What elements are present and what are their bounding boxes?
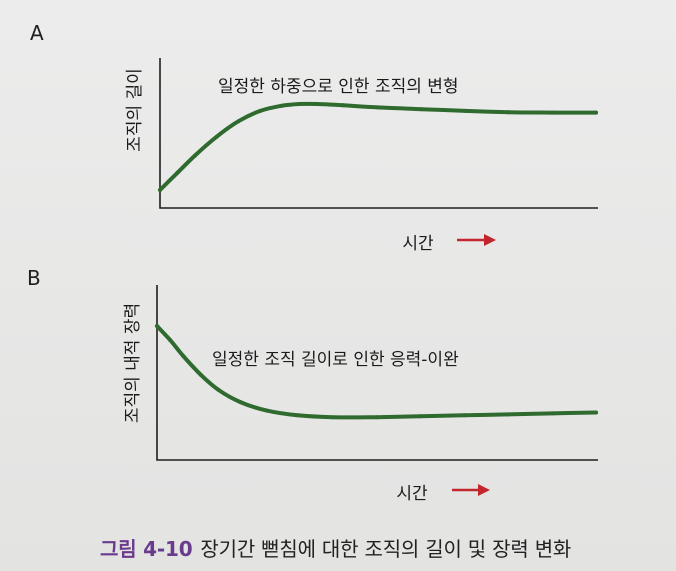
data-point-b-0 [155,324,159,328]
right-arrow-icon [452,484,490,496]
caption-text: 장기간 뻗침에 대한 조직의 길이 및 장력 변화 [200,537,572,561]
data-point-a-1 [175,170,180,175]
data-point-a-14 [550,110,555,115]
panel-a-axes [159,58,598,209]
data-point-b-13 [550,411,555,416]
data-point-b-6 [264,408,269,413]
caption-number: 그림 4-10 [100,537,193,561]
panel-b-label: B [27,266,41,290]
panel-a-data-points [158,102,598,192]
data-point-a-3 [214,134,219,139]
panel-a-annotation: 일정한 하중으로 인한 조직의 변형 [218,77,459,97]
data-point-a-4 [236,119,241,124]
data-point-a-7 [297,102,302,106]
data-point-b-12 [506,412,511,417]
panel-a-x-axis-label: 시간 [402,234,434,254]
panel-b: B 조직의 내적 장력 일정한 조직 길이로 인한 응력-이완 시간 [27,266,598,504]
data-point-a-15 [594,110,598,115]
panel-b-arrow-head [478,484,490,496]
panel-b-series-line [155,324,598,420]
data-point-a-13 [506,110,511,115]
panel-b-data-points [155,324,598,420]
data-point-b-4 [216,387,221,392]
data-point-a-2 [192,153,197,158]
data-point-b-14 [594,410,598,415]
panel-a-y-axis-label: 조직의 길이 [125,68,145,152]
data-point-b-9 [374,415,379,420]
panel-a-series-line [158,101,598,192]
panel-a-label: A [30,21,44,45]
data-point-a-5 [258,108,263,113]
data-point-b-1 [168,338,173,343]
data-point-a-9 [341,103,346,108]
data-point-b-8 [330,415,335,420]
figure-caption: 그림 4-10 장기간 뻗침에 대한 조직의 길이 및 장력 변화 [100,533,571,562]
data-point-b-3 [198,372,203,377]
panel-a: A 조직의 길이 일정한 하중으로 인한 조직의 변형 시간 [30,21,598,254]
panel-b-annotation: 일정한 조직 길이로 인한 응력-이완 [212,350,459,370]
data-point-a-12 [463,108,468,113]
data-point-a-0 [158,188,162,192]
data-point-a-11 [419,107,424,112]
data-point-a-8 [315,102,319,106]
data-point-b-11 [462,413,467,418]
panel-b-axes [156,285,598,461]
right-arrow-icon [457,234,496,246]
panel-b-y-axis-label: 조직의 내적 장력 [123,303,143,423]
figure-svg: A 조직의 길이 일정한 하중으로 인한 조직의 변형 시간 B 조직의 내적 … [27,21,598,504]
data-point-b-2 [181,354,186,359]
data-point-a-10 [376,105,380,110]
data-point-b-10 [418,414,423,419]
panel-b-x-axis-label: 시간 [396,484,428,504]
panel-a-arrow-head [484,234,496,246]
data-point-b-5 [238,400,243,405]
data-point-b-7 [295,413,300,418]
data-point-a-6 [280,103,285,108]
